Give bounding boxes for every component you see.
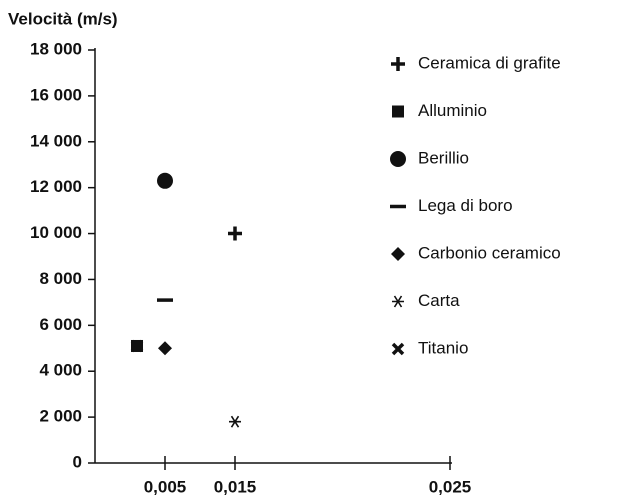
legend-marker xyxy=(391,247,405,261)
legend-marker xyxy=(390,151,406,167)
legend-label: Carta xyxy=(418,291,460,310)
legend-label: Alluminio xyxy=(418,101,487,120)
point xyxy=(157,172,173,189)
point xyxy=(130,339,144,353)
x-tick-label: 0,005 xyxy=(144,477,187,496)
y-tick-label: 8 000 xyxy=(39,269,82,288)
legend-label: Ceramica di grafite xyxy=(418,53,561,72)
y-tick-label: 14 000 xyxy=(30,131,82,150)
point xyxy=(228,226,242,241)
x-tick-label: 0,025 xyxy=(429,477,472,496)
legend-label: Lega di boro xyxy=(418,196,513,215)
legend-marker xyxy=(391,342,405,356)
legend-marker xyxy=(392,295,404,308)
point xyxy=(158,341,172,356)
y-tick-label: 6 000 xyxy=(39,315,82,334)
legend-label: Berillio xyxy=(418,148,469,167)
x-tick-label: 0,015 xyxy=(214,477,257,496)
point xyxy=(229,415,241,428)
y-tick-label: 0 xyxy=(73,452,82,471)
y-tick-label: 2 000 xyxy=(39,407,82,426)
y-axis-label: Velocità (m/s) xyxy=(8,9,118,28)
y-tick-label: 10 000 xyxy=(30,223,82,242)
y-tick-label: 12 000 xyxy=(30,177,82,196)
legend-marker xyxy=(391,57,405,71)
legend-label: Carbonio ceramico xyxy=(418,243,561,262)
y-tick-label: 16 000 xyxy=(30,85,82,104)
legend-label: Titanio xyxy=(418,338,468,357)
y-tick-label: 4 000 xyxy=(39,361,82,380)
y-tick-label: 18 000 xyxy=(30,39,82,58)
legend-marker xyxy=(392,105,404,118)
